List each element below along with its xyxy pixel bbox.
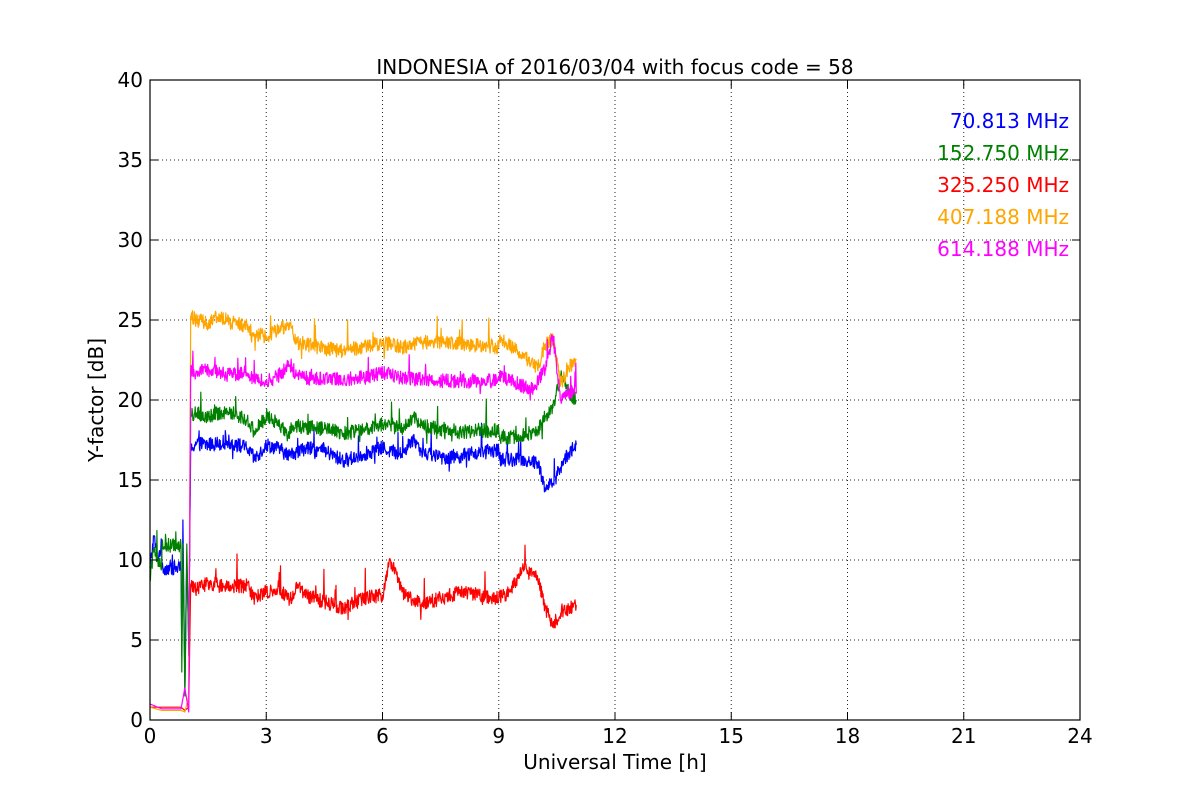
x-tick-label: 0 [144,724,157,748]
legend-entry: 70.813 MHz [950,109,1069,133]
x-tick-label: 18 [835,724,860,748]
ticks [149,79,1081,721]
y-tick-label: 25 [118,308,143,332]
series-line-3 [149,544,577,711]
y-tick-label: 15 [118,468,143,492]
y-tick-label: 30 [118,228,143,252]
series-line-1 [149,422,577,689]
x-axis-title: Universal Time [h] [523,750,706,774]
legend: 70.813 MHz 152.750 MHz 325.250 MHz 407.188 … [937,109,1069,261]
legend-entry: 152.750 MHz [937,141,1069,165]
x-tick-label: 15 [719,724,744,748]
y-tick-label: 40 [118,68,143,92]
x-tick-label: 21 [951,724,976,748]
series-line-4 [149,310,577,713]
y-tick-label: 0 [130,708,143,732]
legend-entry: 614.188 MHz [937,237,1069,261]
y-tick-label: 5 [130,628,143,652]
series-line-5 [149,334,577,713]
y-tick-label: 10 [118,548,143,572]
series-line-2 [149,370,577,697]
y-axis-title: Y-factor [dB] [84,338,108,463]
grid [150,80,1080,720]
x-tick-label: 9 [492,724,505,748]
y-tick-label: 20 [118,388,143,412]
x-tick-label: 3 [260,724,273,748]
y-tick-label: 35 [118,148,143,172]
x-tick-label: 24 [1067,724,1092,748]
x-tick-label: 6 [376,724,389,748]
legend-entry: 325.250 MHz [937,173,1069,197]
chart-title: INDONESIA of 2016/03/04 with focus code … [376,55,853,79]
series-layer [149,310,577,713]
x-tick-label: 12 [602,724,627,748]
tick-labels: 0 3 6 9 12 15 18 21 24 0 5 10 15 20 25 30 35 40 [118,68,1093,748]
legend-entry: 407.188 MHz [937,205,1069,229]
